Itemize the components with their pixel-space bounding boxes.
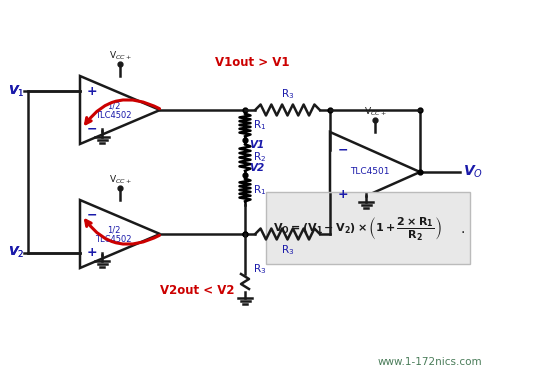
Text: V1: V1 [249,140,264,150]
Text: V$_1$: V$_1$ [8,84,25,99]
Text: V1out > V1: V1out > V1 [215,55,289,68]
Text: +: + [87,85,98,98]
Text: V$_2$: V$_2$ [8,245,25,260]
Text: +: + [338,188,348,201]
Text: V$_{CC+}$: V$_{CC+}$ [363,105,386,118]
Text: V$_1$: V$_1$ [8,84,25,99]
Text: R$_3$: R$_3$ [281,243,294,257]
Text: www.1-172nics.com: www.1-172nics.com [378,357,482,367]
Text: −: − [338,144,348,157]
Text: V$_O$: V$_O$ [463,164,483,180]
Text: +: + [87,246,98,259]
Text: R$_3$: R$_3$ [253,262,266,276]
Text: −: − [87,209,98,222]
Text: V$_2$: V$_2$ [8,245,25,260]
Text: V2: V2 [249,163,264,173]
Text: V2out < V2: V2out < V2 [160,283,235,296]
Text: 1/2: 1/2 [107,102,120,110]
Text: TLC4502: TLC4502 [95,112,132,120]
Text: 1/2: 1/2 [107,225,120,235]
Text: .: . [461,222,465,236]
Text: R$_2$: R$_2$ [253,151,266,164]
Text: TLC4502: TLC4502 [95,235,132,244]
Text: TLC4501: TLC4501 [350,167,389,176]
Text: V$_{CC+}$: V$_{CC+}$ [109,173,131,186]
Text: V$_{CC+}$: V$_{CC+}$ [109,50,131,62]
Text: R$_3$: R$_3$ [281,87,294,101]
FancyBboxPatch shape [266,192,470,264]
Text: R$_1$: R$_1$ [253,118,266,132]
Text: $\mathbf{V_O = (V_1 - V_2) \times \left(1 + \dfrac{2 \times R_1}{R_2}\right)}$: $\mathbf{V_O = (V_1 - V_2) \times \left(… [273,215,442,243]
Text: R$_1$: R$_1$ [253,183,266,197]
Text: −: − [87,122,98,135]
